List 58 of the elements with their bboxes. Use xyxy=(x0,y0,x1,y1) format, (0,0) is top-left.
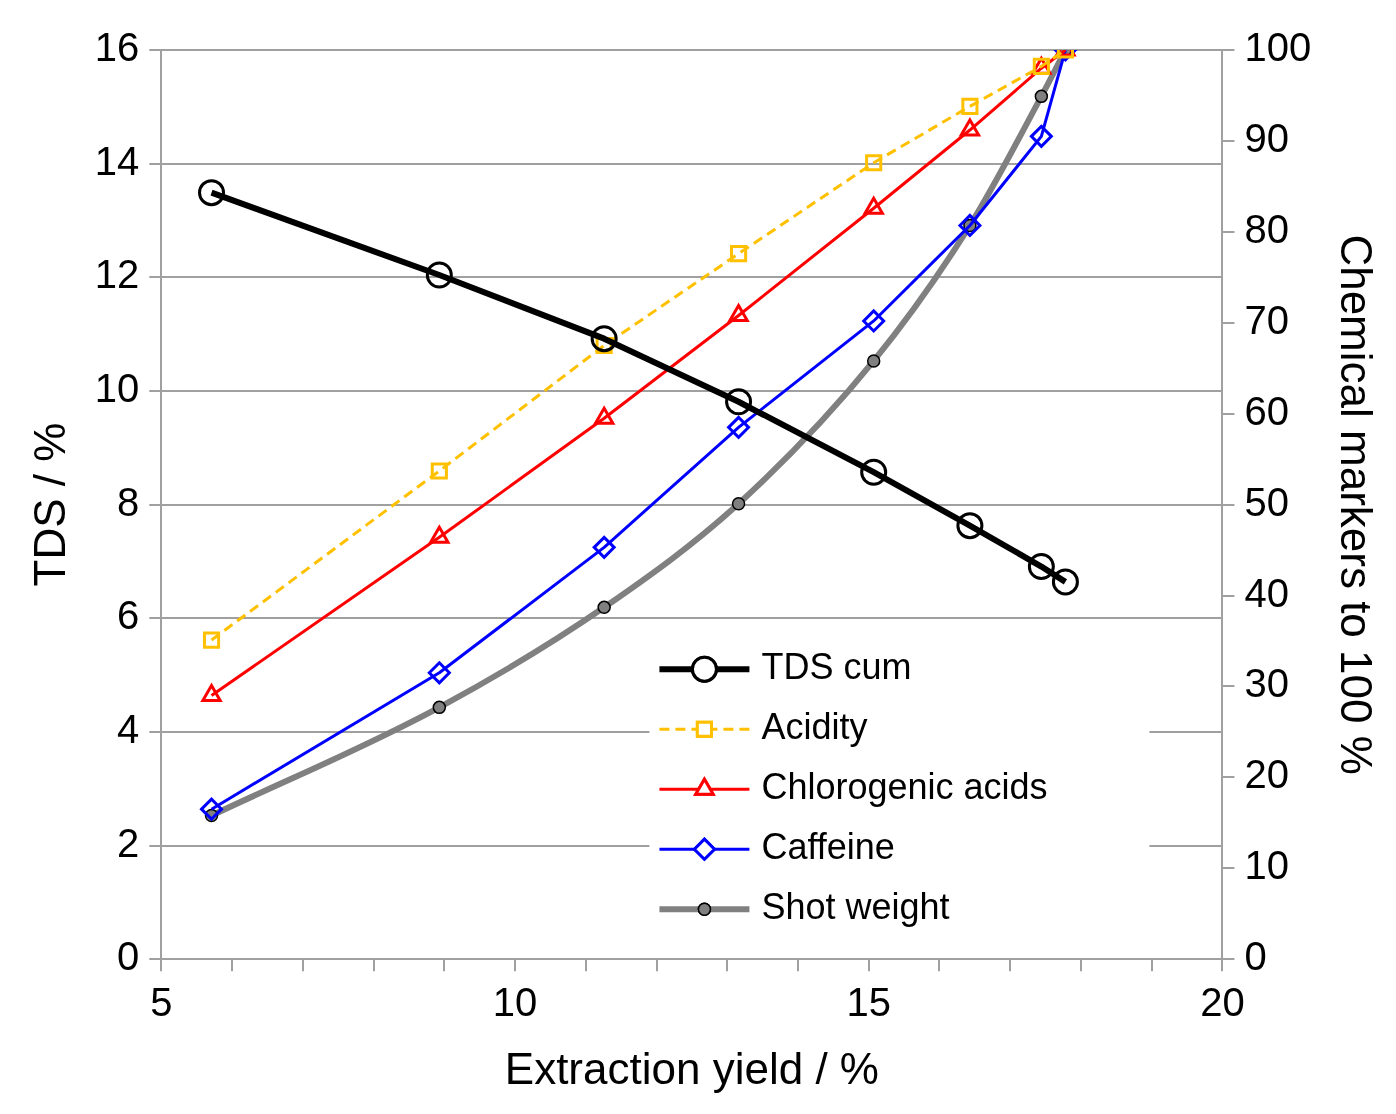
point xyxy=(592,535,616,559)
point xyxy=(956,512,984,540)
legend-label: Shot weight xyxy=(761,886,950,928)
point xyxy=(727,415,751,439)
x-tick-label: 5 xyxy=(150,980,173,1025)
y-tick-label: 16 xyxy=(94,25,140,70)
point xyxy=(958,213,982,237)
point xyxy=(590,325,618,353)
point xyxy=(961,97,979,115)
legend-label: Chlorogenic acids xyxy=(761,766,1048,808)
y-tick-label: 4 xyxy=(117,706,140,751)
y2-tick-label: 60 xyxy=(1244,388,1289,433)
y-tick-label: 10 xyxy=(94,365,140,410)
point xyxy=(725,388,753,416)
legend-label: Acidity xyxy=(761,706,868,748)
point xyxy=(1034,89,1049,104)
point xyxy=(202,631,221,649)
point xyxy=(862,309,886,333)
legend-label: TDS cum xyxy=(761,646,912,688)
point xyxy=(1027,553,1055,581)
y-tick-label: 2 xyxy=(117,820,140,865)
y2-tick-label: 30 xyxy=(1244,661,1289,706)
x-tick-label: 15 xyxy=(846,980,891,1025)
point xyxy=(597,600,611,615)
x-axis-title: Extraction yield / % xyxy=(504,1043,879,1093)
y-axis-title: TDS / % xyxy=(24,422,74,587)
point xyxy=(730,245,748,263)
point xyxy=(198,179,226,207)
y2-tick-label: 10 xyxy=(1244,843,1289,888)
x-tick-label: 10 xyxy=(492,980,538,1025)
y-tick-label: 12 xyxy=(94,252,140,297)
y-tick-label: 6 xyxy=(117,593,140,638)
point xyxy=(1051,568,1079,596)
y2-tick-label: 80 xyxy=(1244,206,1289,251)
y2-tick-label: 100 xyxy=(1244,25,1312,70)
point xyxy=(430,462,448,480)
y2-tick-label: 0 xyxy=(1244,934,1267,979)
legend-label: Caffeine xyxy=(761,826,895,868)
point xyxy=(425,261,453,289)
point xyxy=(860,458,888,486)
y-tick-label: 14 xyxy=(94,138,140,183)
point xyxy=(731,496,746,511)
point xyxy=(200,797,224,821)
y2-tick-label: 90 xyxy=(1244,115,1289,160)
point xyxy=(866,354,881,368)
y2-tick-label: 20 xyxy=(1244,752,1289,797)
point xyxy=(1029,124,1053,148)
x-tick-label: 20 xyxy=(1200,980,1245,1025)
point xyxy=(427,661,451,685)
point xyxy=(865,154,883,172)
y-tick-label: 0 xyxy=(117,934,140,979)
y2-tick-label: 50 xyxy=(1244,479,1289,524)
y-tick-label: 8 xyxy=(117,479,140,524)
y2-tick-label: 70 xyxy=(1244,297,1289,342)
point xyxy=(432,700,447,715)
point xyxy=(201,684,222,703)
y2-axis-title: Chemical markers to 100 % xyxy=(1332,234,1382,775)
y2-tick-label: 40 xyxy=(1244,570,1289,615)
